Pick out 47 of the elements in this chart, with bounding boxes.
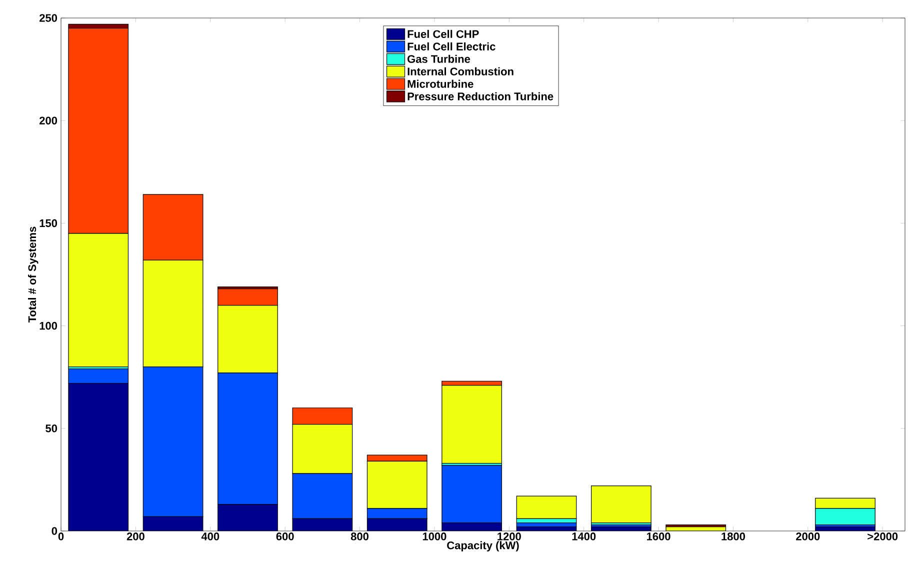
x-tick-label: 2000 (796, 532, 820, 540)
bar (292, 408, 353, 425)
legend-label: Fuel Cell Electric (408, 42, 496, 50)
bar (68, 233, 129, 368)
bar (292, 518, 352, 531)
x-tick-label: 1200 (498, 532, 521, 540)
bar (516, 496, 577, 519)
x-tick-label: >2000 (868, 532, 898, 540)
bar (591, 486, 652, 524)
bar (143, 516, 203, 531)
x-axis-title: Capacity (kW) (447, 541, 519, 552)
legend-label: Gas Turbine (408, 54, 470, 63)
bar (292, 473, 353, 519)
bar (442, 465, 502, 524)
y-tick-label: 200 (40, 116, 58, 124)
bar (218, 304, 278, 374)
x-tick-label: 600 (276, 532, 294, 540)
x-tick-label: 1600 (646, 532, 670, 540)
legend-label: Fuel Cell CHP (408, 30, 479, 38)
x-tick-label: 0 (58, 532, 64, 540)
bar (366, 460, 428, 509)
x-tick-label: 800 (350, 532, 368, 540)
y-tick-label: 250 (40, 14, 58, 22)
bar (442, 522, 502, 531)
x-tick-label: 200 (126, 532, 144, 540)
x-tick-label: 1400 (572, 532, 596, 540)
bar (366, 454, 428, 462)
bar (366, 508, 428, 519)
y-tick-label: 0 (52, 527, 58, 535)
bar (815, 498, 876, 509)
bar (218, 504, 278, 531)
y-axis-title: Total # of Systems (28, 226, 38, 323)
bar (367, 518, 427, 531)
bar (142, 260, 204, 368)
legend-label: Microturbine (408, 80, 474, 88)
x-tick-label: 400 (201, 532, 220, 540)
y-tick-label: 100 (40, 322, 58, 330)
bar (292, 424, 353, 474)
x-tick-label: 1800 (722, 532, 745, 540)
x-tick-label: 1000 (422, 532, 446, 540)
y-tick-label: 150 (40, 219, 58, 228)
legend-label: Internal Combustion (408, 67, 514, 76)
bar (218, 288, 278, 306)
y-tick-label: 50 (46, 424, 58, 432)
bar (68, 383, 128, 531)
bar (442, 384, 502, 464)
legend-label: Pressure Reduction Turbine (408, 92, 554, 100)
